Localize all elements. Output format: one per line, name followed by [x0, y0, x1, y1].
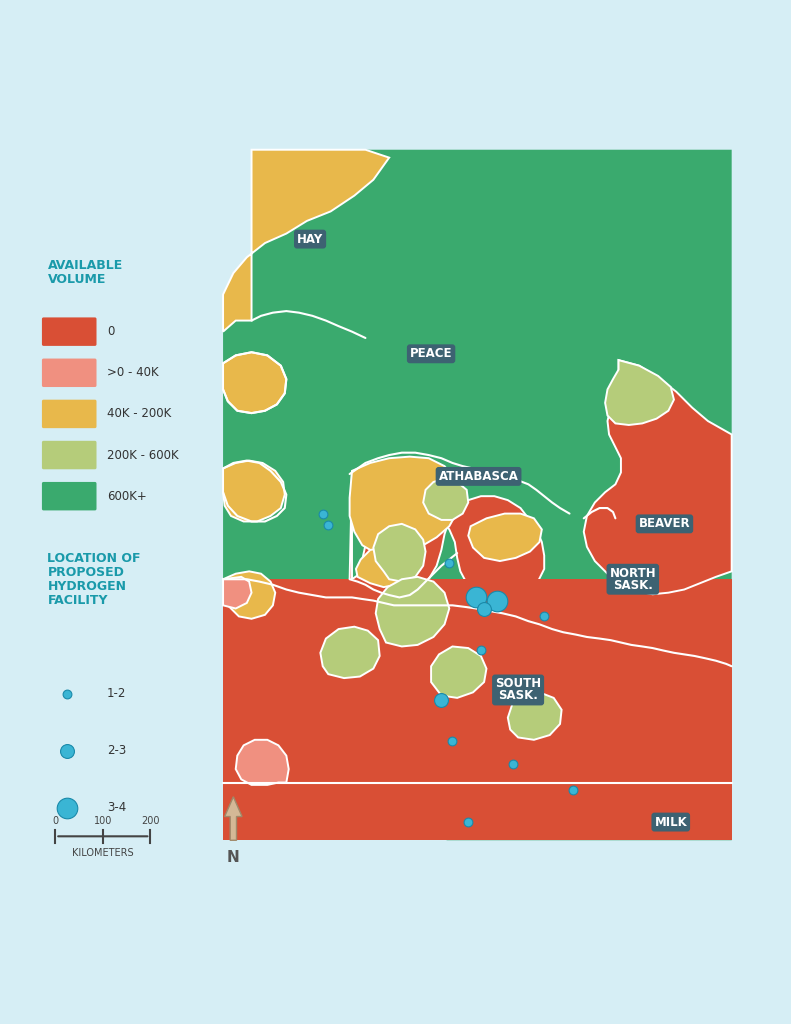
Polygon shape — [223, 352, 286, 413]
Text: 0: 0 — [107, 326, 114, 338]
Point — [478, 600, 490, 616]
Text: KILOMETERS: KILOMETERS — [72, 848, 134, 858]
FancyBboxPatch shape — [42, 358, 97, 387]
Polygon shape — [605, 360, 674, 425]
Point — [462, 814, 475, 830]
Polygon shape — [223, 580, 732, 782]
FancyBboxPatch shape — [42, 399, 97, 428]
Polygon shape — [350, 457, 460, 555]
Polygon shape — [423, 479, 468, 520]
Text: LOCATION OF
PROPOSED
HYDROGEN
FACILITY: LOCATION OF PROPOSED HYDROGEN FACILITY — [47, 552, 141, 606]
Text: 200: 200 — [141, 816, 160, 826]
Point — [322, 517, 335, 534]
Polygon shape — [223, 461, 285, 521]
Point — [538, 608, 551, 625]
Text: HAY: HAY — [297, 232, 324, 246]
Text: 600K+: 600K+ — [107, 489, 146, 503]
Text: 2-3: 2-3 — [107, 744, 126, 758]
Point — [61, 800, 74, 816]
Polygon shape — [223, 150, 389, 332]
Polygon shape — [223, 571, 275, 618]
Polygon shape — [584, 360, 732, 594]
Polygon shape — [236, 739, 289, 784]
Point — [567, 782, 580, 799]
Point — [475, 642, 487, 658]
Text: 1-2: 1-2 — [107, 687, 126, 700]
Point — [435, 692, 448, 709]
Point — [490, 593, 503, 609]
Polygon shape — [376, 577, 449, 646]
Polygon shape — [320, 627, 380, 678]
FancyBboxPatch shape — [42, 440, 97, 469]
Point — [446, 733, 459, 750]
FancyBboxPatch shape — [42, 317, 97, 346]
Text: BEAVER: BEAVER — [638, 517, 691, 530]
FancyBboxPatch shape — [42, 482, 97, 510]
Text: MILK: MILK — [654, 815, 687, 828]
Point — [470, 589, 483, 605]
Text: >0 - 40K: >0 - 40K — [107, 367, 158, 379]
Polygon shape — [431, 646, 486, 698]
Polygon shape — [468, 514, 542, 561]
Point — [316, 506, 329, 522]
Polygon shape — [223, 577, 252, 608]
Polygon shape — [350, 471, 544, 601]
Polygon shape — [223, 782, 732, 841]
FancyArrow shape — [225, 797, 242, 841]
Text: 0: 0 — [52, 816, 59, 826]
Polygon shape — [373, 524, 426, 582]
Text: ATHABASCA: ATHABASCA — [439, 470, 518, 483]
Point — [443, 555, 456, 571]
Text: NORTH
SASK.: NORTH SASK. — [610, 566, 656, 592]
Text: 40K - 200K: 40K - 200K — [107, 408, 171, 421]
Text: N: N — [227, 850, 240, 864]
Text: SOUTH
SASK.: SOUTH SASK. — [495, 678, 541, 702]
Text: AVAILABLE
VOLUME: AVAILABLE VOLUME — [47, 259, 123, 286]
Text: 100: 100 — [93, 816, 112, 826]
Text: 200K - 600K: 200K - 600K — [107, 449, 179, 462]
Point — [61, 742, 74, 759]
Text: 3-4: 3-4 — [107, 802, 126, 814]
Text: PEACE: PEACE — [410, 347, 452, 360]
Point — [506, 756, 519, 772]
Polygon shape — [356, 548, 405, 587]
Polygon shape — [508, 692, 562, 739]
Point — [61, 686, 74, 702]
Polygon shape — [223, 150, 732, 841]
